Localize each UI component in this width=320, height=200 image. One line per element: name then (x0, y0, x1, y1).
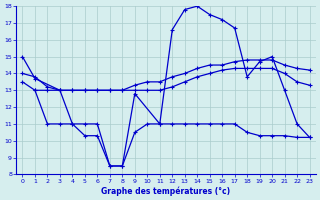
X-axis label: Graphe des températures (°c): Graphe des températures (°c) (101, 186, 231, 196)
